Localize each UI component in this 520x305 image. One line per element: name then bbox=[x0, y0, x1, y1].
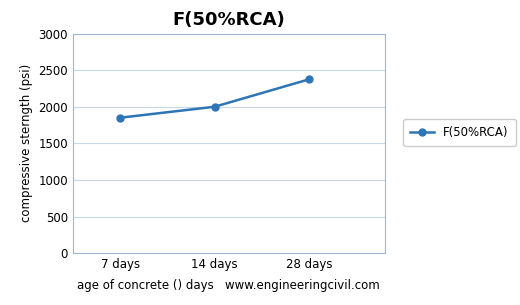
F(50%RCA) bbox=[212, 105, 218, 109]
Line: F(50%RCA): F(50%RCA) bbox=[116, 76, 313, 121]
F(50%RCA) bbox=[117, 116, 123, 120]
Legend: F(50%RCA): F(50%RCA) bbox=[403, 119, 516, 146]
Y-axis label: compressive sterngth (psi): compressive sterngth (psi) bbox=[20, 64, 33, 222]
F(50%RCA) bbox=[306, 77, 313, 81]
Title: F(50%RCA): F(50%RCA) bbox=[173, 11, 285, 29]
X-axis label: age of concrete () days   www.engineeringcivil.com: age of concrete () days www.engineeringc… bbox=[77, 279, 380, 292]
